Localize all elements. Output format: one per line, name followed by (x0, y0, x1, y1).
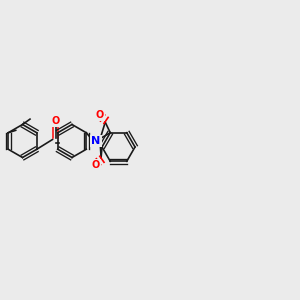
Text: O: O (51, 116, 60, 126)
Text: O: O (92, 160, 100, 170)
Text: O: O (96, 110, 104, 120)
Text: N: N (92, 136, 100, 146)
